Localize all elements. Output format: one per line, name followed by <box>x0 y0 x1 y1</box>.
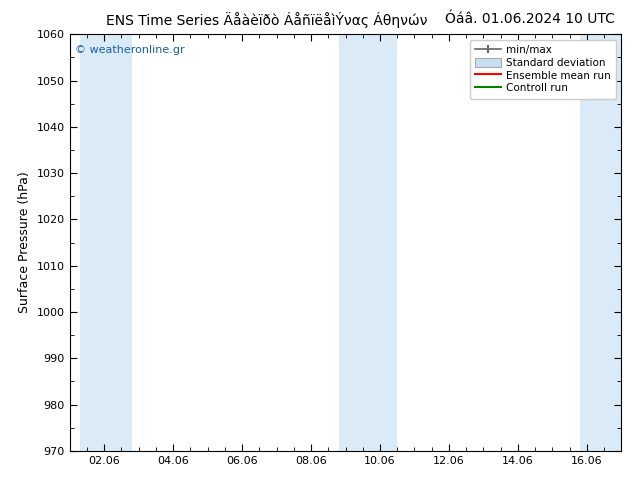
Text: ENS Time Series Äåàèïðò ÁåñïëåìÝνας Áθηνών: ENS Time Series Äåàèïðò ÁåñïëåìÝνας Áθην… <box>105 12 427 28</box>
Bar <box>80 34 132 451</box>
Text: Óáâ. 01.06.2024 10 UTC: Óáâ. 01.06.2024 10 UTC <box>445 12 615 26</box>
Text: © weatheronline.gr: © weatheronline.gr <box>75 45 185 55</box>
Legend: min/max, Standard deviation, Ensemble mean run, Controll run: min/max, Standard deviation, Ensemble me… <box>470 40 616 98</box>
Bar <box>580 34 621 451</box>
Bar <box>339 34 398 451</box>
Y-axis label: Surface Pressure (hPa): Surface Pressure (hPa) <box>18 172 31 314</box>
